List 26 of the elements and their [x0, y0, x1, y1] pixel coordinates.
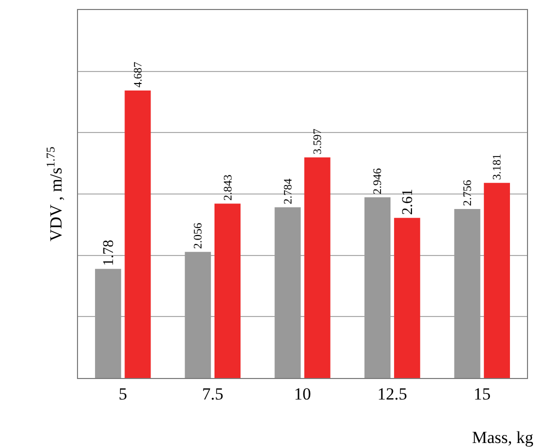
- x-tick-label: 15: [474, 384, 491, 404]
- bar: [124, 90, 151, 378]
- data-label: 2.843: [221, 174, 234, 201]
- x-tick-label: 12.5: [377, 384, 408, 404]
- data-label: 2.056: [192, 222, 205, 249]
- bar: [454, 208, 480, 378]
- data-label: 1.78: [100, 240, 117, 266]
- data-label: 2.756: [461, 180, 474, 206]
- bar: [364, 197, 391, 378]
- x-tick-label: 10: [294, 384, 311, 404]
- data-label: 2.784: [282, 178, 294, 204]
- bar: [304, 157, 330, 378]
- bar: [95, 268, 122, 378]
- x-tick-label: 7.5: [202, 384, 224, 404]
- bar: [274, 207, 301, 378]
- data-label: 4.687: [132, 62, 144, 88]
- data-label: 3.181: [490, 154, 504, 180]
- data-label: 2.61: [400, 188, 416, 215]
- bar: [484, 182, 510, 378]
- bar: [184, 252, 211, 378]
- bar: [394, 218, 420, 378]
- x-tick-label: 5: [118, 384, 128, 404]
- data-label: 3.597: [312, 128, 324, 154]
- data-label: 2.946: [371, 168, 384, 194]
- bar: [214, 204, 241, 378]
- x-axis-title: Mass, kg: [472, 428, 534, 447]
